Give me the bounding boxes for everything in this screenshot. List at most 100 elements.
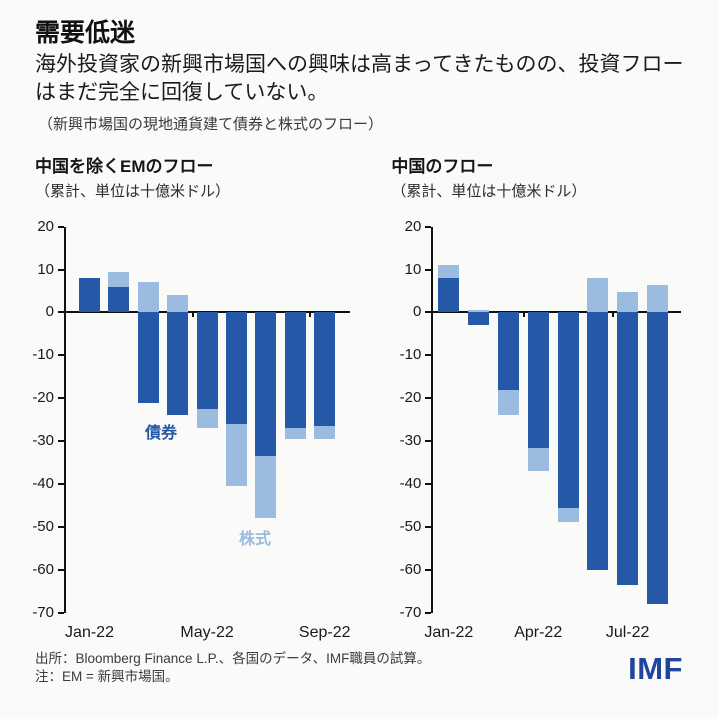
bar-segment-bonds-Jul-22: [255, 312, 277, 457]
page-title: 需要低迷: [35, 19, 136, 47]
bar-segment-equity-Jan-22: [438, 265, 460, 279]
x-axis-tick: [309, 312, 312, 318]
y-axis-line: [64, 226, 66, 613]
bar-segment-bonds-Aug-22: [646, 312, 668, 605]
bar-segment-equity-Feb-22: [108, 271, 130, 287]
y-axis-tick: [425, 525, 432, 528]
y-tick-label: 20: [404, 217, 422, 235]
y-tick-label: 0: [45, 303, 54, 321]
chart-em-ex-china: 中国を除くEMのフロー （累計、単位は十億米ドル） 20 10 0 -10 -20 -30…: [32, 156, 391, 641]
y-axis-tick: [425, 611, 432, 614]
x-tick-label: Apr-22: [514, 623, 563, 641]
figure-footer: 出所：Bloomberg Finance L.P.、各国のデータ、IMF職員の試…: [35, 650, 685, 687]
y-axis-tick: [425, 225, 432, 228]
zero-line: [431, 311, 682, 314]
y-tick-label: -40: [32, 475, 54, 493]
x-axis-tick: [522, 312, 525, 318]
bar-segment-bonds-May-22: [196, 312, 218, 409]
y-axis-tick: [58, 268, 64, 271]
charts-row: 中国を除くEMのフロー （累計、単位は十億米ドル） 20 10 0 -10 -20 -30…: [32, 156, 685, 641]
bar-plot-china: 20 10 0 -10 -20 -30 -40 -50 -60 -70 Jan-22 Apr-22 Ju…: [400, 218, 682, 641]
y-axis-tick: [425, 568, 432, 571]
bar-segment-bonds-Mar-22: [137, 312, 159, 403]
y-tick-label: -40: [399, 475, 422, 493]
y-axis-tick: [58, 311, 64, 314]
x-tick-label: Jul-22: [605, 623, 650, 641]
figure-header: 需要低迷 海外投資家の新興市場国への興味は高まってきたものの、投資フローはまだ完…: [35, 18, 685, 134]
y-tick-label: 10: [37, 260, 54, 278]
y-tick-label: 10: [404, 260, 422, 278]
bar-segment-bonds-Mar-22: [497, 312, 519, 390]
bar-segment-equity-Aug-22: [646, 284, 668, 313]
y-axis-tick: [58, 525, 64, 528]
bar-segment-bonds-Jul-22: [617, 312, 639, 585]
bar-segment-equity-Jun-22: [587, 278, 609, 313]
bar-segment-equity-Sep-22: [314, 426, 336, 439]
chart-subtitle-em-ex-china: （累計、単位は十億米ドル）: [35, 182, 231, 200]
bar-segment-bonds-Jun-22: [587, 312, 609, 570]
y-tick-label: -60: [399, 560, 422, 578]
bar-segment-equity-Apr-22: [167, 295, 189, 313]
page-subtitle: 海外投資家の新興市場国への興味は高まってきたものの、投資フローはまだ完全に回復し…: [35, 53, 684, 104]
bar-segment-bonds-Sep-22: [314, 312, 336, 427]
chart-subtitle-china: （累計、単位は十億米ドル）: [391, 182, 587, 200]
bar-segment-bonds-Aug-22: [284, 312, 306, 429]
bar-segment-equity-May-22: [557, 507, 579, 522]
x-tick-label: Jan-22: [65, 623, 114, 641]
footer-notes: 出所：Bloomberg Finance L.P.、各国のデータ、IMF職員の試…: [35, 650, 430, 687]
bar-segment-equity-Aug-22: [284, 428, 306, 439]
bar-segment-bonds-Feb-22: [468, 312, 490, 326]
bar-segment-bonds-Apr-22: [527, 312, 549, 448]
y-tick-label: -10: [32, 346, 54, 364]
imf-logo: IMF: [628, 650, 683, 686]
y-axis-tick: [425, 397, 432, 400]
y-axis-tick: [58, 440, 64, 443]
y-tick-label: -30: [399, 432, 422, 450]
x-tick-label: Jan-22: [424, 623, 474, 641]
chart-title-em-ex-china: 中国を除くEMのフロー: [35, 157, 214, 177]
note-line: 注：EM = 新興市場国。: [35, 669, 179, 685]
bar-plot-em-ex-china: 20 10 0 -10 -20 -30 -40 -50 -60 -70 Jan-22 May-22 Se…: [32, 218, 350, 641]
y-tick-label: -70: [399, 603, 422, 621]
bar-segment-bonds-Apr-22: [167, 312, 189, 416]
y-axis-tick: [58, 611, 64, 614]
page-note: （新興市場国の現地通貨建て債券と株式のフロー）: [38, 116, 384, 134]
x-tick-label: Sep-22: [298, 623, 351, 641]
y-tick-label: -10: [399, 346, 422, 364]
bar-segment-equity-Feb-22: [468, 310, 490, 313]
y-axis-tick: [425, 440, 432, 443]
y-axis-tick: [425, 354, 432, 357]
source-line: 出所：Bloomberg Finance L.P.、各国のデータ、IMF職員の試…: [35, 651, 431, 666]
y-tick-label: -60: [32, 560, 54, 578]
bar-segment-equity-Jul-22: [255, 456, 277, 519]
chart-title-china: 中国のフロー: [391, 157, 494, 177]
bar-segment-equity-Apr-22: [527, 447, 549, 472]
y-tick-label: -70: [32, 603, 54, 621]
bar-segment-bonds-May-22: [557, 312, 579, 508]
y-tick-label: -30: [32, 432, 54, 450]
x-axis-tick: [191, 312, 194, 318]
y-axis-tick: [58, 225, 64, 228]
y-axis-line: [431, 226, 434, 613]
bar-segment-equity-May-22: [196, 408, 218, 429]
bar-segment-equity-Jun-22: [226, 423, 247, 487]
chart-china: 中国のフロー （累計、単位は十億米ドル） 20 10 0 -10 -20 -30 -40 -5…: [391, 156, 685, 641]
bar-segment-bonds-Jan-22: [438, 278, 460, 313]
y-axis-tick: [58, 397, 64, 400]
x-tick-label: May-22: [180, 623, 234, 641]
series-label-equity: 株式: [239, 530, 272, 548]
bar-segment-bonds-Jan-22: [79, 278, 100, 313]
y-axis-tick: [425, 268, 432, 271]
bar-segment-equity-Mar-22: [137, 282, 159, 313]
y-axis-tick: [425, 311, 432, 314]
y-tick-label: 20: [37, 217, 54, 235]
y-tick-label: -20: [399, 389, 422, 407]
x-axis-tick: [612, 312, 615, 318]
bar-segment-bonds-Jun-22: [226, 312, 247, 424]
series-label-bonds: 債券: [145, 424, 178, 442]
y-axis-tick: [425, 483, 432, 486]
y-axis-tick: [58, 483, 64, 486]
bar-segment-equity-Mar-22: [497, 389, 519, 416]
bar-segment-equity-Jul-22: [617, 292, 639, 313]
